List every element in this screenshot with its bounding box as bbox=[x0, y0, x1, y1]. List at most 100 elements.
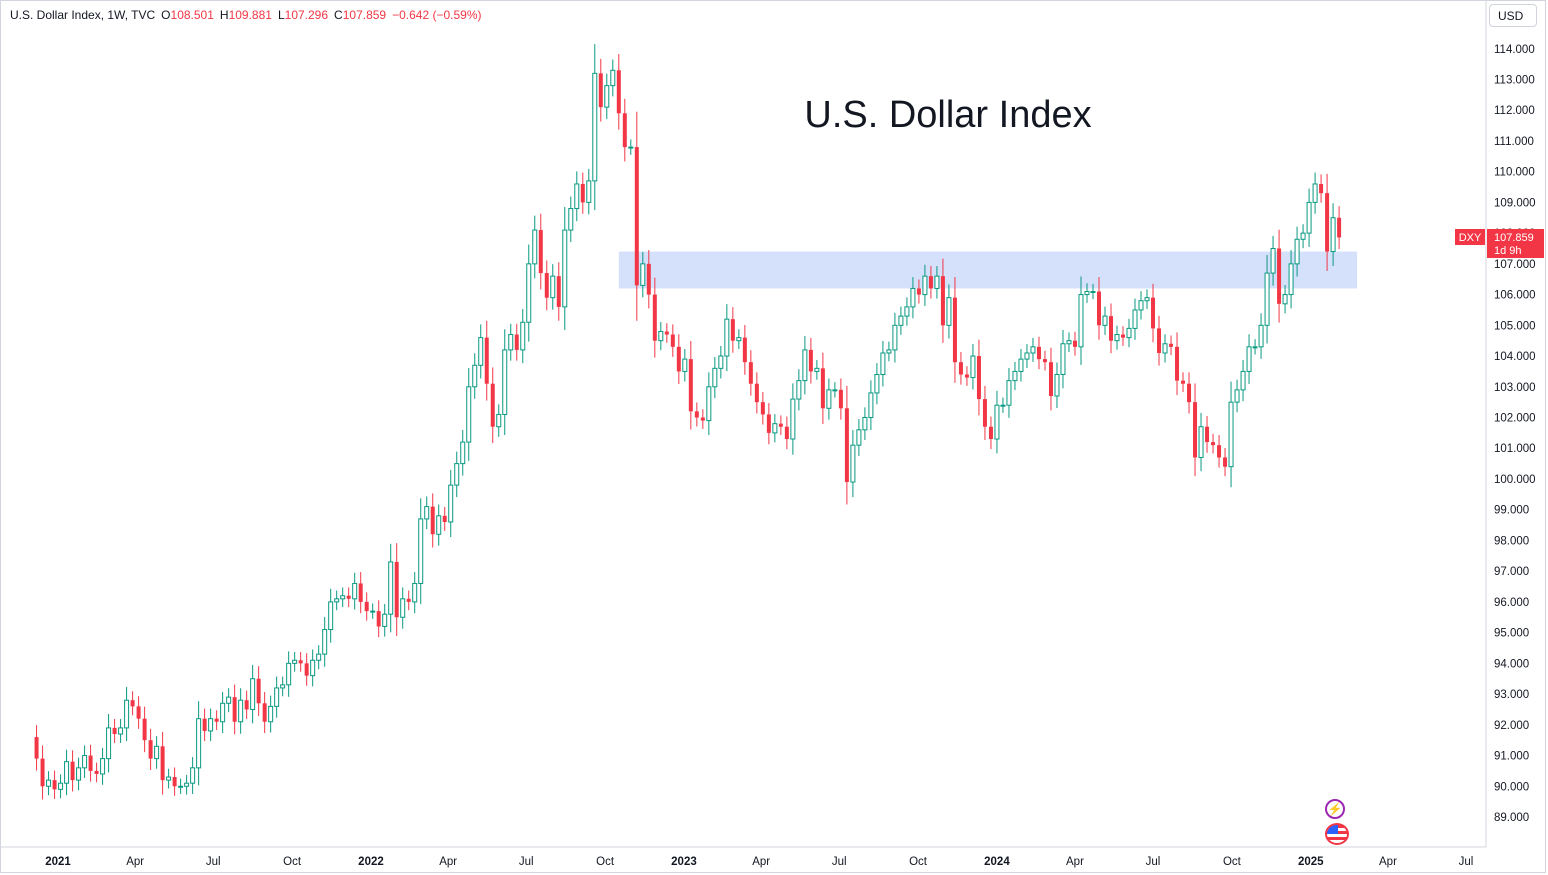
candle-body[interactable] bbox=[328, 601, 334, 631]
candle-body[interactable] bbox=[970, 355, 976, 379]
candle-body[interactable] bbox=[1205, 426, 1210, 443]
candle-body[interactable] bbox=[232, 697, 237, 722]
candle-body[interactable] bbox=[1181, 380, 1186, 384]
us-flag-icon[interactable] bbox=[1325, 823, 1349, 845]
candle-body[interactable] bbox=[310, 659, 316, 677]
candle-body[interactable] bbox=[646, 263, 651, 295]
candle-body[interactable] bbox=[772, 423, 778, 434]
candle-body[interactable] bbox=[40, 758, 45, 787]
candle-body[interactable] bbox=[244, 700, 249, 710]
candle-body[interactable] bbox=[1042, 359, 1047, 363]
candle-body[interactable] bbox=[1060, 343, 1066, 375]
candle-body[interactable] bbox=[694, 411, 699, 418]
candle-body[interactable] bbox=[166, 776, 172, 781]
candle-body[interactable] bbox=[724, 318, 730, 357]
candle-body[interactable] bbox=[1072, 340, 1077, 347]
candle-body[interactable] bbox=[664, 331, 669, 335]
candle-body[interactable] bbox=[118, 727, 124, 735]
candle-body[interactable] bbox=[460, 441, 466, 465]
candle-body[interactable] bbox=[1157, 328, 1162, 353]
candle-body[interactable] bbox=[778, 423, 783, 427]
candle-body[interactable] bbox=[658, 330, 664, 342]
candle-body[interactable] bbox=[718, 355, 724, 369]
candle-body[interactable] bbox=[226, 696, 232, 704]
candle-body[interactable] bbox=[280, 684, 286, 689]
candle-body[interactable] bbox=[442, 515, 447, 522]
candle-body[interactable] bbox=[1114, 334, 1120, 342]
candle-body[interactable] bbox=[964, 374, 969, 378]
candle-body[interactable] bbox=[544, 273, 549, 298]
candle-body[interactable] bbox=[808, 349, 813, 372]
candle-body[interactable] bbox=[550, 275, 556, 299]
candle-body[interactable] bbox=[1246, 346, 1252, 372]
flash-icon[interactable]: ⚡ bbox=[1325, 799, 1345, 819]
candle-body[interactable] bbox=[148, 740, 153, 759]
candle-body[interactable] bbox=[1078, 294, 1084, 348]
candle-body[interactable] bbox=[496, 413, 502, 428]
candle-body[interactable] bbox=[1030, 346, 1036, 354]
candle-body[interactable] bbox=[436, 515, 442, 535]
candle-body[interactable] bbox=[940, 276, 945, 326]
candle-body[interactable] bbox=[880, 352, 886, 375]
candle-body[interactable] bbox=[610, 69, 616, 87]
candle-body[interactable] bbox=[892, 324, 898, 351]
candle-body[interactable] bbox=[574, 183, 580, 210]
candle-body[interactable] bbox=[832, 389, 838, 392]
candle-body[interactable] bbox=[928, 276, 933, 289]
candle-body[interactable] bbox=[1024, 352, 1030, 360]
candle-body[interactable] bbox=[1054, 373, 1060, 397]
candle-body[interactable] bbox=[1132, 309, 1138, 329]
candle-body[interactable] bbox=[760, 402, 765, 415]
candle-body[interactable] bbox=[352, 582, 358, 600]
candle-body[interactable] bbox=[1300, 232, 1306, 240]
candle-body[interactable] bbox=[466, 386, 472, 443]
candle-body[interactable] bbox=[1228, 401, 1234, 468]
candle-body[interactable] bbox=[64, 761, 70, 784]
candle-body[interactable] bbox=[1018, 358, 1024, 372]
candle-body[interactable] bbox=[376, 611, 381, 627]
candle-body[interactable] bbox=[370, 610, 376, 613]
candle-body[interactable] bbox=[1234, 389, 1240, 403]
candle-body[interactable] bbox=[430, 506, 435, 535]
candle-body[interactable] bbox=[706, 386, 712, 422]
candle-body[interactable] bbox=[562, 229, 568, 308]
candle-body[interactable] bbox=[220, 702, 226, 723]
candle-body[interactable] bbox=[1337, 217, 1342, 238]
candle-body[interactable] bbox=[1006, 380, 1012, 406]
candle-body[interactable] bbox=[628, 146, 634, 149]
candle-body[interactable] bbox=[130, 700, 135, 707]
candle-body[interactable] bbox=[700, 417, 705, 421]
candle-body[interactable] bbox=[634, 147, 639, 286]
candle-body[interactable] bbox=[334, 598, 340, 603]
candle-body[interactable] bbox=[196, 718, 202, 769]
candle-body[interactable] bbox=[202, 718, 207, 731]
candle-body[interactable] bbox=[946, 297, 952, 326]
candle-body[interactable] bbox=[1138, 300, 1144, 311]
candle-body[interactable] bbox=[298, 660, 303, 664]
candle-body[interactable] bbox=[304, 663, 309, 676]
candle-body[interactable] bbox=[592, 72, 598, 182]
candle-body[interactable] bbox=[472, 364, 478, 388]
candle-body[interactable] bbox=[568, 208, 574, 231]
candle-body[interactable] bbox=[1282, 294, 1288, 305]
candle-body[interactable] bbox=[256, 678, 261, 704]
candle-body[interactable] bbox=[1048, 362, 1053, 396]
candle-body[interactable] bbox=[802, 349, 808, 382]
candle-body[interactable] bbox=[862, 417, 868, 431]
candle-body[interactable] bbox=[292, 659, 298, 664]
currency-button[interactable]: USD bbox=[1489, 4, 1537, 27]
candle-body[interactable] bbox=[868, 392, 874, 419]
candle-body[interactable] bbox=[1240, 370, 1246, 391]
candle-body[interactable] bbox=[70, 761, 75, 781]
candle-body[interactable] bbox=[814, 367, 820, 372]
candle-body[interactable] bbox=[406, 598, 411, 602]
candle-body[interactable] bbox=[1108, 316, 1113, 341]
candle-body[interactable] bbox=[1270, 247, 1276, 274]
candle-body[interactable] bbox=[844, 408, 849, 483]
candle-body[interactable] bbox=[898, 315, 904, 326]
candle-body[interactable] bbox=[1175, 346, 1180, 381]
candle-body[interactable] bbox=[1211, 442, 1216, 446]
candle-body[interactable] bbox=[1144, 297, 1150, 302]
candle-body[interactable] bbox=[322, 629, 328, 655]
candle-body[interactable] bbox=[454, 463, 460, 486]
